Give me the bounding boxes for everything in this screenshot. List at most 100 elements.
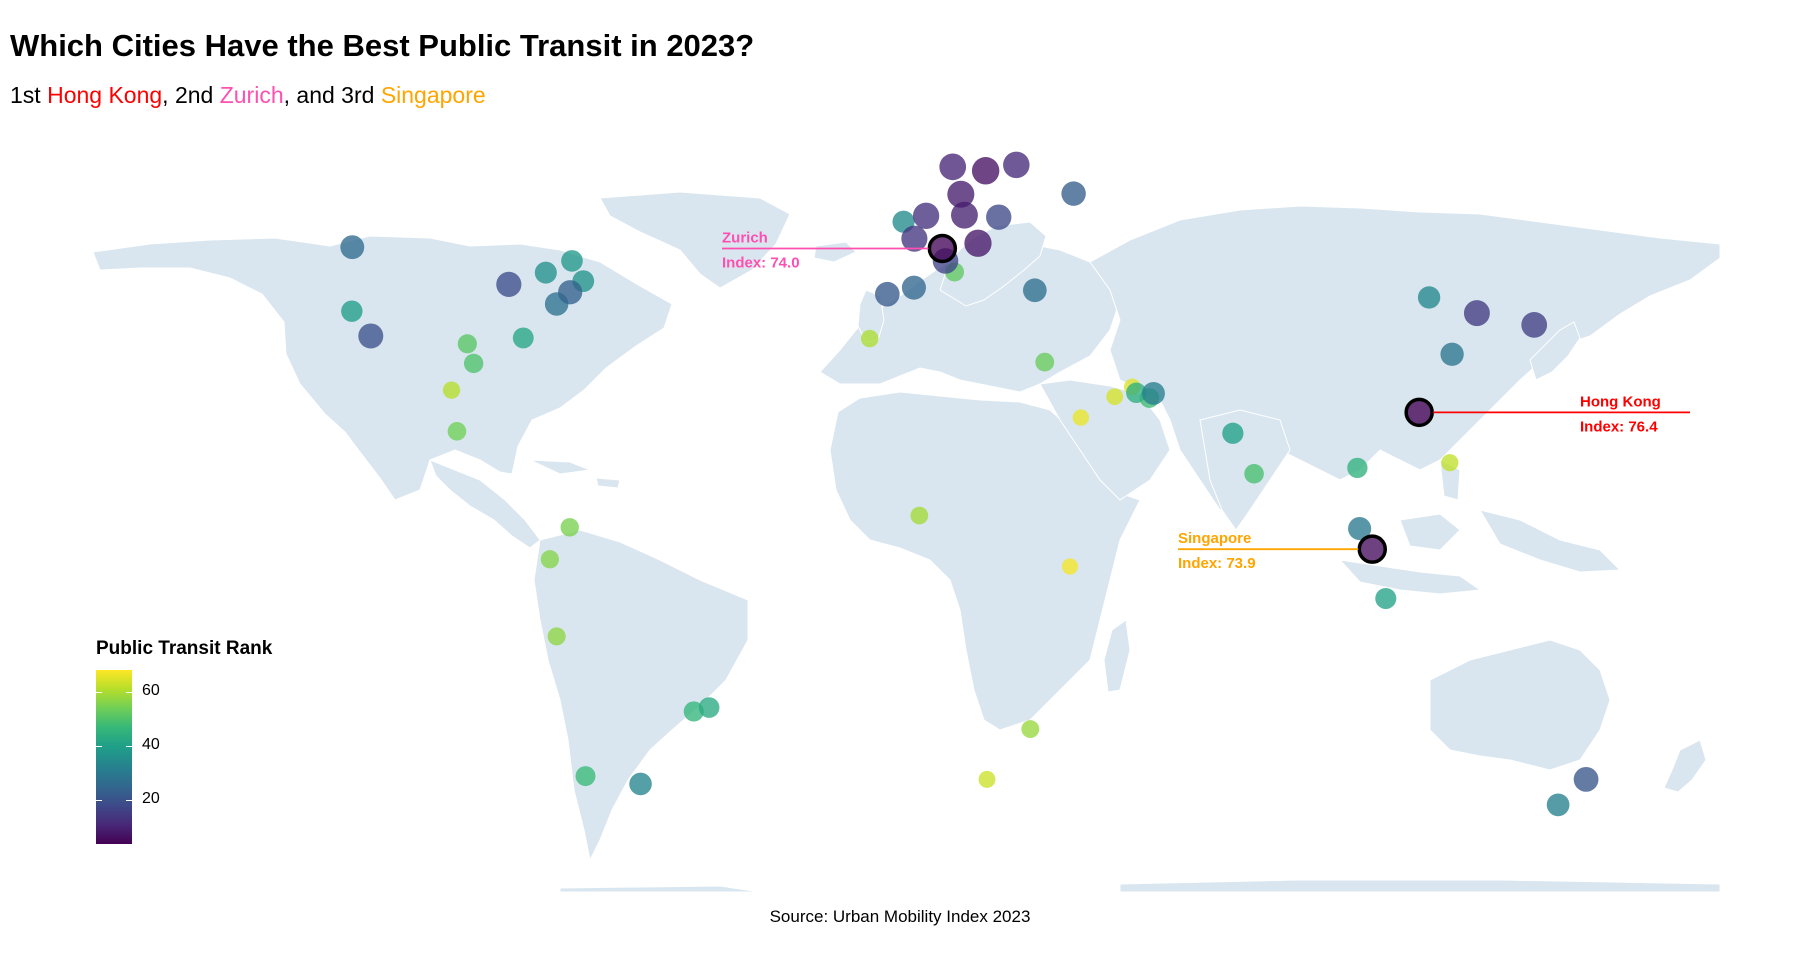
city-point-rank-46: [1244, 463, 1264, 484]
city-point-rank-23: [340, 235, 365, 260]
land-japan: [1529, 321, 1581, 381]
annotation-label-zurich: Zurich: [722, 229, 768, 246]
city-point-rank-10: [912, 202, 940, 229]
city-point-rank-5: [964, 229, 992, 257]
city-point-rank-63: [1072, 409, 1090, 426]
land-new-zealand: [1663, 739, 1707, 793]
city-point-rank-39: [512, 327, 534, 349]
top-city-highlights: [927, 233, 1434, 564]
city-point-rank-55: [1021, 720, 1040, 739]
city-point-rank-15: [986, 204, 1012, 230]
city-point-rank-38: [1375, 587, 1397, 610]
city-point-rank-41: [1126, 382, 1147, 404]
city-point-rank-30: [629, 772, 652, 796]
city-point-rank-43: [683, 701, 704, 722]
city-point-rank-12: [1463, 300, 1490, 327]
city-point-rank-4: [971, 157, 1000, 185]
city-point-rank-56: [910, 506, 929, 525]
legend-tick-label-60: 60: [142, 682, 160, 699]
city-point-rank-1: [1405, 398, 1434, 427]
legend-colorbar: [96, 670, 132, 844]
city-point-rank-6: [947, 180, 975, 208]
city-point-rank-59: [1441, 454, 1459, 472]
highlight-ring-singapore: [1357, 534, 1388, 564]
city-point-rank-7: [951, 201, 978, 229]
legend-tick-mark-20: [96, 800, 102, 801]
city-point-rank-50: [1035, 352, 1055, 372]
highlight-ring-hong-kong: [1404, 397, 1434, 428]
city-point-rank-37: [1222, 422, 1244, 444]
city-point-rank-8: [939, 153, 967, 181]
subtitle-text-1: 1st: [10, 82, 48, 108]
city-point-rank-18: [1573, 766, 1599, 792]
land-antarctica: [559, 879, 1721, 893]
chart-subtitle: 1st Hong Kong, 2nd Zurich, and 3rd Singa…: [10, 82, 486, 109]
city-point-rank-3: [1358, 535, 1387, 563]
city-point-rank-44: [575, 766, 596, 787]
subtitle-second-city: Zurich: [219, 82, 284, 108]
city-point-rank-20: [1061, 181, 1086, 206]
city-point-rank-57: [860, 329, 879, 348]
city-point-rank-27: [1348, 517, 1372, 541]
land-south-america: [533, 529, 749, 862]
legend-tick-mark-60: [96, 692, 102, 693]
land-se-asia-islands: [1338, 459, 1622, 595]
land-middle-east: [1039, 379, 1171, 501]
city-point-rank-31: [1417, 286, 1441, 309]
legend-tick-label-40: 40: [142, 736, 160, 753]
city-point-rank-28: [1141, 381, 1165, 405]
city-point-rank-51: [447, 422, 467, 441]
annotation-index-singapore: Index: 73.9: [1178, 555, 1256, 572]
subtitle-text-2: , 2nd: [162, 82, 220, 108]
legend-tick-label-20: 20: [142, 790, 160, 807]
city-point-rank-22: [901, 275, 926, 300]
city-point-rank-42: [1347, 457, 1368, 479]
city-point-rank-52: [560, 518, 579, 537]
highlight-ring-zurich: [927, 233, 958, 264]
land-australia: [1429, 639, 1611, 771]
land-iceland: [813, 241, 857, 263]
legend-tick-mark-40-right: [126, 746, 132, 747]
city-point-rank-19: [874, 281, 900, 307]
city-point-rank-60: [978, 770, 996, 788]
city-point-rank-9: [1003, 151, 1030, 179]
source-caption: Source: Urban Mobility Index 2023: [769, 907, 1031, 926]
city-point-rank-2: [928, 234, 957, 263]
land-asia: [1089, 205, 1721, 511]
city-point-rank-21: [558, 280, 583, 305]
city-point-rank-40: [698, 697, 720, 718]
city-point-rank-48: [457, 334, 477, 354]
city-point-rank-24: [1022, 278, 1047, 303]
city-point-rank-17: [358, 323, 384, 349]
legend-title: Public Transit Rank: [96, 638, 273, 659]
city-point-rank-58: [442, 381, 461, 399]
city-points: [340, 151, 1599, 817]
subtitle-text-3: , and 3rd: [283, 82, 381, 108]
land-north-america: [92, 235, 673, 501]
city-point-rank-29: [1546, 793, 1570, 817]
land-central-america: [429, 459, 541, 549]
annotation-label-hong-kong: Hong Kong: [1580, 393, 1661, 410]
city-point-rank-11: [901, 225, 928, 252]
land-caribbean: [529, 459, 621, 489]
city-point-rank-13: [1521, 312, 1548, 338]
land-india: [1199, 409, 1291, 531]
annotation-label-singapore: Singapore: [1178, 530, 1251, 547]
city-point-rank-54: [547, 627, 566, 646]
subtitle-third-city: Singapore: [380, 82, 486, 108]
legend-tick-mark-40: [96, 746, 102, 747]
city-point-rank-47: [463, 353, 484, 374]
land-africa: [829, 391, 1141, 731]
chart-title: Which Cities Have the Best Public Transi…: [10, 28, 755, 63]
city-point-rank-35: [561, 250, 583, 272]
legend-tick-mark-20-right: [126, 800, 132, 801]
land-madagascar: [1103, 619, 1131, 693]
land-greenland: [599, 191, 791, 289]
city-point-rank-36: [341, 300, 363, 322]
annotation-index-hong-kong: Index: 76.4: [1580, 418, 1658, 435]
city-point-rank-33: [534, 261, 557, 284]
city-point-rank-26: [1440, 342, 1464, 366]
city-point-rank-16: [496, 271, 522, 297]
annotations: Hong Kong Index: 76.4 Zurich Index: 74.0 Sin…: [722, 229, 1690, 572]
